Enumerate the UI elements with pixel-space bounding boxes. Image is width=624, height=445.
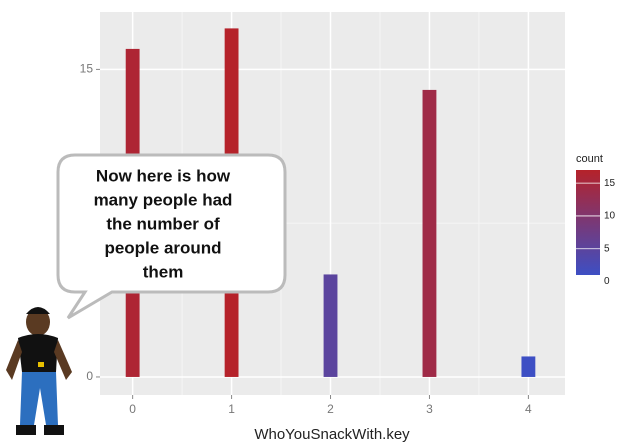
y-tick-label: 0 [86,369,93,383]
legend-tick-label: 15 [604,178,616,189]
y-tick-label: 15 [80,62,94,76]
bar [323,274,338,377]
legend-tick-label: 0 [604,276,610,287]
x-tick-label: 3 [426,402,433,416]
speech-text: Now here is how [96,166,231,185]
legend-tick-label: 5 [604,243,610,254]
bar [521,356,536,377]
x-axis-label: WhoYouSnackWith.key [254,426,410,443]
x-tick-label: 0 [129,402,136,416]
bar [422,89,437,377]
legend-title: count [576,153,603,165]
x-tick-label: 1 [228,402,235,416]
x-tick-label: 2 [327,402,334,416]
speech-text: people around [104,238,221,257]
legend-colorbar [576,170,600,275]
x-tick-label: 4 [525,402,532,416]
speech-bubble [56,153,287,320]
cartoon-figure [6,307,72,435]
legend-tick-label: 10 [604,211,616,222]
speech-text: the number of [106,214,220,233]
speech-text: many people had [94,190,233,209]
speech-text: them [143,262,184,281]
